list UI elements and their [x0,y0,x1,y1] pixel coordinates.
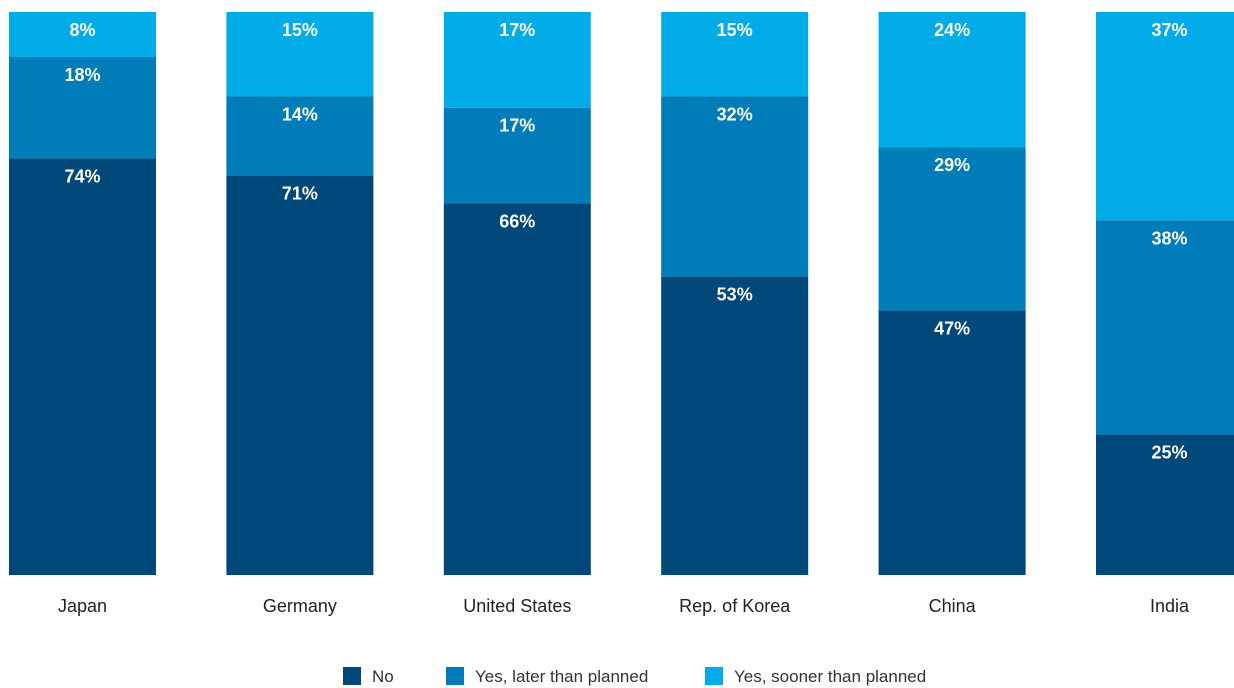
data-label: 25% [1151,442,1187,462]
data-label: 32% [717,104,753,124]
bar-segment-china-s0 [878,310,1026,575]
category-labels: Japan Germany United States Rep. of Korea Ch… [58,596,1190,616]
category-label: China [929,596,977,616]
legend-swatch [446,667,464,685]
data-label: 8% [69,20,95,40]
bar-segment-rep-of-korea-s0 [661,276,809,575]
legend-swatch [705,667,723,685]
bar-segment-india-s0 [1096,434,1234,575]
category-label: Rep. of Korea [679,596,791,616]
bar-segment-india-s1 [1096,220,1234,435]
data-label: 24% [934,20,970,40]
data-label: 15% [282,20,318,40]
bar-segment-japan-s0 [9,158,156,575]
bar-segment-germany-s1 [226,96,374,176]
bar-segment-rep-of-korea-s2 [661,12,809,97]
bar-segment-rep-of-korea-s1 [661,96,809,277]
bar-segment-india-s2 [1096,12,1234,221]
bar-segment-japan-s2 [9,12,156,58]
bar-segment-china-s1 [878,147,1026,311]
legend: No Yes, later than planned Yes, sooner tha… [343,667,926,686]
data-label: 66% [499,211,535,231]
legend-swatch [343,667,361,685]
legend-label: No [372,667,394,686]
bar-segment-germany-s0 [226,175,374,575]
bar-segment-japan-s1 [9,57,156,159]
bar-segment-china-s2 [878,12,1026,148]
data-label: 17% [499,116,535,136]
bar-segment-germany-s2 [226,12,374,97]
category-label: Germany [263,596,337,616]
data-label: 74% [64,166,100,186]
bars-group: 74% 18% 8% 71% 14% 15% 66% 17% 17% 53% 32% 15% 47% 29… [9,12,1234,576]
legend-label: Yes, sooner than planned [734,667,926,686]
bar-segment-united-states-s1 [443,107,591,204]
data-label: 17% [499,20,535,40]
data-label: 15% [717,20,753,40]
data-label: 47% [934,318,970,338]
category-label: Japan [58,596,107,616]
data-label: 53% [717,285,753,305]
data-label: 71% [282,183,318,203]
legend-label: Yes, later than planned [475,667,648,686]
bar-segment-united-states-s2 [443,12,591,108]
data-label: 37% [1151,20,1187,40]
bar-segment-united-states-s0 [443,203,591,576]
data-label: 18% [64,65,100,85]
data-label: 29% [934,155,970,175]
category-label: India [1150,596,1190,616]
data-label: 14% [282,104,318,124]
data-label: 38% [1151,228,1187,248]
category-label: United States [463,596,571,616]
